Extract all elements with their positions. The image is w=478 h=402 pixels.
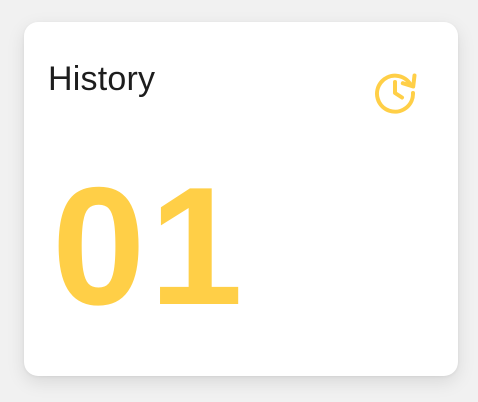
history-count: 01 bbox=[52, 152, 247, 340]
history-card[interactable]: History 01 bbox=[24, 22, 458, 376]
card-title: History bbox=[48, 60, 156, 98]
history-icon[interactable] bbox=[370, 66, 420, 116]
